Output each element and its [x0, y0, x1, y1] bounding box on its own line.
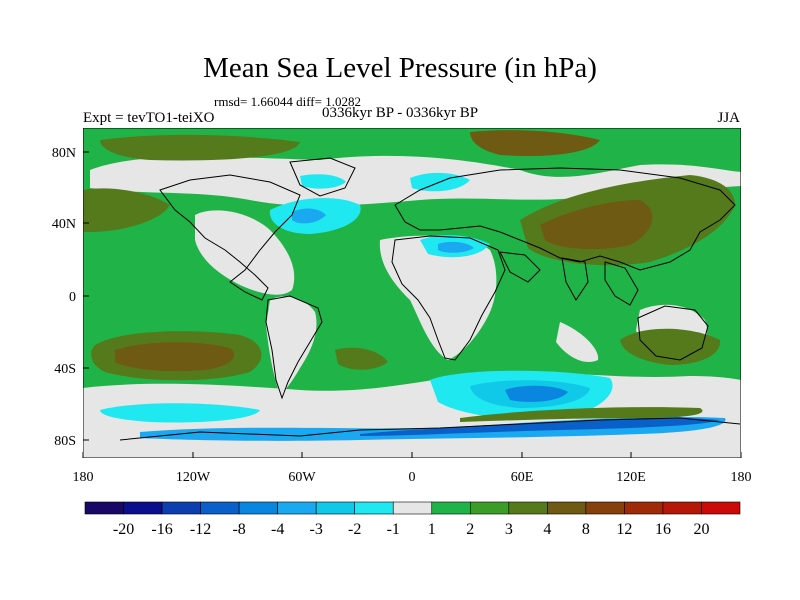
- india-coastline: [561, 257, 589, 301]
- colorbar-swatch: [277, 501, 317, 515]
- colorbar-swatch: [469, 501, 510, 515]
- colorbar-swatch: [585, 501, 625, 515]
- north-atlantic-blue: [292, 208, 326, 224]
- colorbar-swatch: [354, 501, 394, 515]
- x-tick-label: 180: [731, 470, 752, 485]
- south-america-gray: [266, 296, 317, 395]
- north-america-coastline: [159, 174, 301, 301]
- southern-ocean-cyan-west: [100, 403, 260, 423]
- colorbar-swatch: [547, 501, 587, 515]
- indian-ocean-olive: [620, 328, 721, 365]
- y-axis: 80N 40N 0 40S 80S: [52, 146, 89, 449]
- arctic-brown-2: [100, 134, 300, 161]
- colorbar-label: 1: [428, 521, 436, 538]
- indian-ocean-gray: [556, 322, 599, 362]
- colorbar-label: -16: [151, 521, 172, 538]
- experiment-label: Expt = tevTO1-teiXO: [83, 110, 215, 126]
- y-tick-label: 40N: [52, 217, 76, 232]
- x-tick-label: 120W: [176, 470, 211, 485]
- colorbar-swatch: [161, 501, 201, 515]
- y-tick-label: 40S: [54, 362, 76, 377]
- north-pacific-olive: [83, 188, 170, 232]
- x-tick-label: 60W: [288, 470, 316, 485]
- antarctica-coastline: [119, 417, 741, 441]
- colorbar-label: -8: [232, 521, 245, 538]
- colorbar-label: 20: [693, 521, 709, 538]
- colorbar-swatch: [662, 501, 702, 515]
- x-tick-label: 0: [409, 470, 416, 485]
- asia-high-core: [540, 200, 653, 250]
- colorbar-label: 4: [543, 521, 551, 538]
- colorbar-swatch: [624, 501, 664, 515]
- colorbar-swatch: [431, 501, 471, 515]
- colorbar-swatch: [508, 501, 548, 515]
- mediterranean-blue: [438, 241, 474, 253]
- colorbar-label: 2: [466, 521, 474, 538]
- period-label: 0336kyr BP - 0336kyr BP: [322, 105, 479, 121]
- southern-ocean-blue-core: [505, 385, 568, 402]
- greenland-coastline: [289, 157, 356, 197]
- south-america-coastline: [265, 295, 323, 400]
- y-tick-label: 80S: [54, 434, 76, 449]
- colorbar-swatch: [392, 501, 433, 515]
- antarctic-olive-band: [460, 407, 703, 422]
- colorbar-swatch: [123, 501, 163, 515]
- north-america-gray: [195, 210, 295, 295]
- colorbar-label: 12: [616, 521, 632, 538]
- season-label: JJA: [717, 110, 740, 126]
- colorbar-swatch: [200, 501, 240, 515]
- y-tick-label: 80N: [52, 146, 76, 161]
- colorbar-swatch: [238, 501, 278, 515]
- colorbar: -20 -16 -12 -8 -4 -3 -2 -1 1 2 3 4 8 12 16 20: [84, 501, 741, 538]
- arctic-brown-1: [470, 130, 600, 157]
- map-plot-area: [83, 128, 741, 458]
- arctic-cyan: [300, 174, 346, 189]
- x-tick-label: 180: [73, 470, 94, 485]
- colorbar-swatch: [701, 501, 741, 515]
- colorbar-swatch: [84, 501, 124, 515]
- colorbar-label: 16: [655, 521, 671, 538]
- colorbar-label: -1: [387, 521, 400, 538]
- southeast-asia-coastline: [604, 261, 639, 306]
- x-tick-label: 60E: [511, 470, 534, 485]
- colorbar-label: 8: [582, 521, 590, 538]
- colorbar-label: -20: [113, 521, 134, 538]
- europe-asia-coastline: [394, 167, 736, 271]
- colorbar-label: -2: [348, 521, 361, 538]
- coastlines: [119, 157, 741, 441]
- colorbar-label: -4: [271, 521, 284, 538]
- south-pacific-high-core: [115, 342, 235, 372]
- x-tick-label: 120E: [616, 470, 646, 485]
- colorbar-label: -12: [190, 521, 211, 538]
- africa-gray: [379, 235, 497, 360]
- antarctic-deep-band: [360, 417, 720, 436]
- y-tick-label: 0: [69, 290, 76, 305]
- colorbar-label: 3: [505, 521, 513, 538]
- chart-title: Mean Sea Level Pressure (in hPa): [203, 52, 597, 84]
- x-axis: 180 120W 60W 0 60E 120E 180: [73, 452, 752, 485]
- africa-coastline: [391, 235, 506, 361]
- rmsd-diff-stats: rmsd= 1.66044 diff= 1.0282: [214, 94, 361, 109]
- colorbar-label: -3: [310, 521, 323, 538]
- south-atlantic-olive: [335, 347, 388, 370]
- arabia-coastline: [499, 251, 541, 283]
- australia-coastline: [637, 305, 709, 361]
- colorbar-swatch: [315, 501, 356, 515]
